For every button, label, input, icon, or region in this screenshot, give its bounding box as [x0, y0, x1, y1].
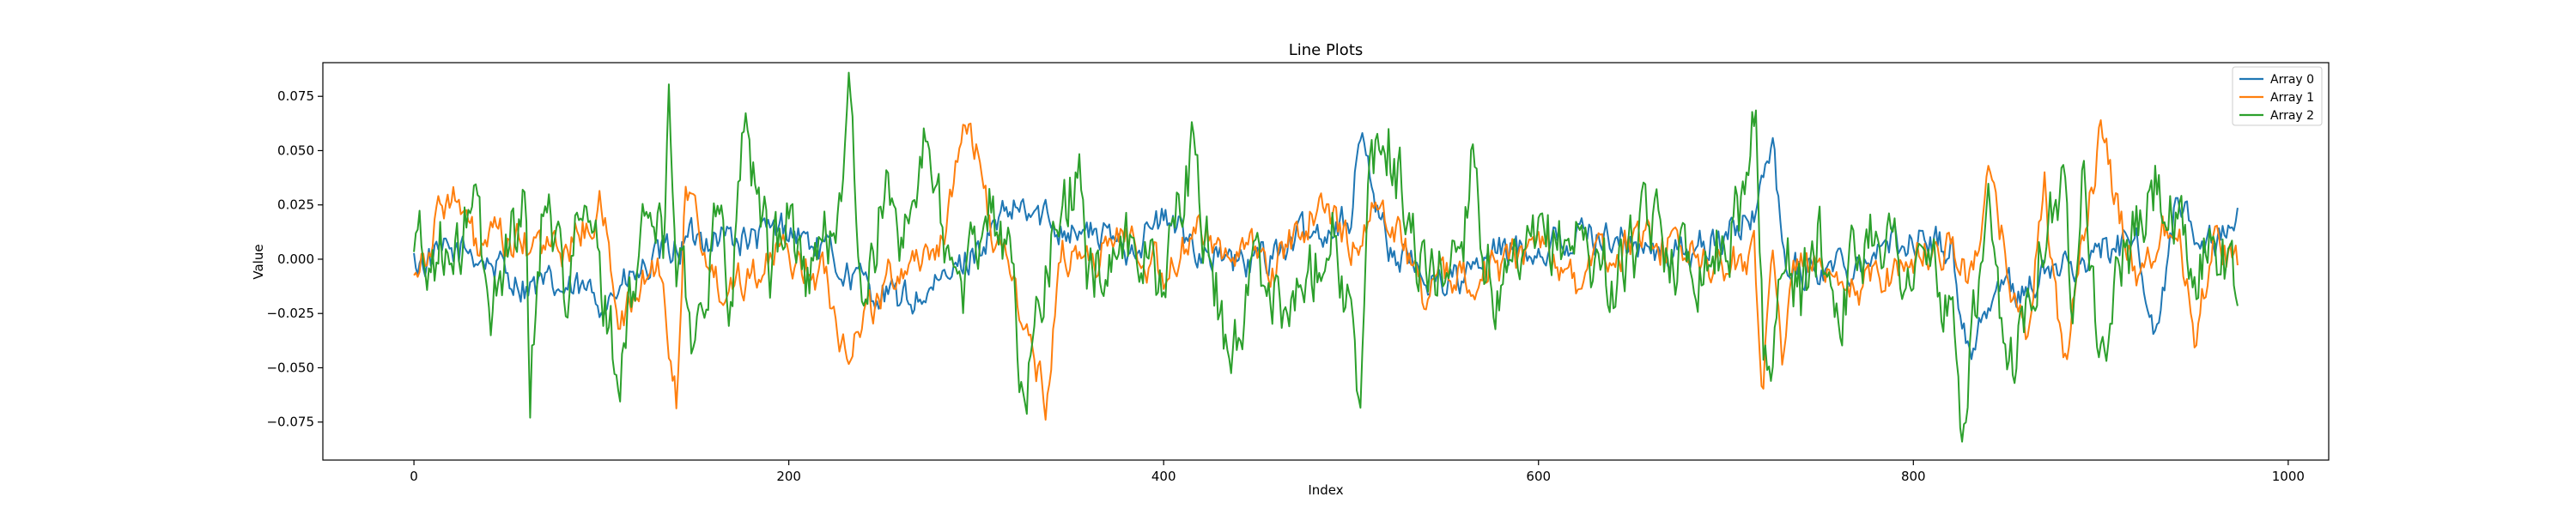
plot-area-frame: [322, 62, 2330, 461]
x-axis-ticks: 0 200 400 600 800 1000: [410, 460, 2305, 484]
y-axis-label: Value: [251, 244, 266, 279]
x-tick-label: 800: [1901, 469, 1926, 484]
y-tick-label: −0.050: [266, 360, 314, 375]
x-tick-label: 1000: [2272, 469, 2305, 484]
y-tick-label: 0.025: [277, 197, 314, 213]
y-axis-ticks: −0.075 −0.050 −0.025 0.000 0.025 0.050 0.075: [266, 88, 323, 430]
x-tick-label: 0: [410, 469, 418, 484]
chart-title: Line Plots: [1289, 41, 1364, 59]
legend-label-1: Array 1: [2270, 91, 2314, 105]
x-axis-label: Index: [1308, 482, 1343, 498]
x-tick-label: 400: [1151, 469, 1176, 484]
legend: Array 0 Array 1 Array 2: [2232, 66, 2323, 126]
y-tick-label: 0.050: [277, 142, 314, 158]
legend-label-2: Array 2: [2270, 109, 2314, 123]
x-tick-label: 200: [776, 469, 801, 484]
series-line-2: [413, 71, 2239, 443]
legend-label-0: Array 0: [2270, 73, 2314, 87]
y-tick-label: −0.075: [266, 415, 314, 430]
series-lines: [413, 71, 2239, 443]
y-tick-label: 0.000: [277, 251, 314, 267]
y-tick-label: −0.025: [266, 306, 314, 321]
x-tick-label: 600: [1526, 469, 1551, 484]
y-tick-label: 0.075: [277, 88, 314, 104]
legend-box: [2232, 66, 2323, 126]
